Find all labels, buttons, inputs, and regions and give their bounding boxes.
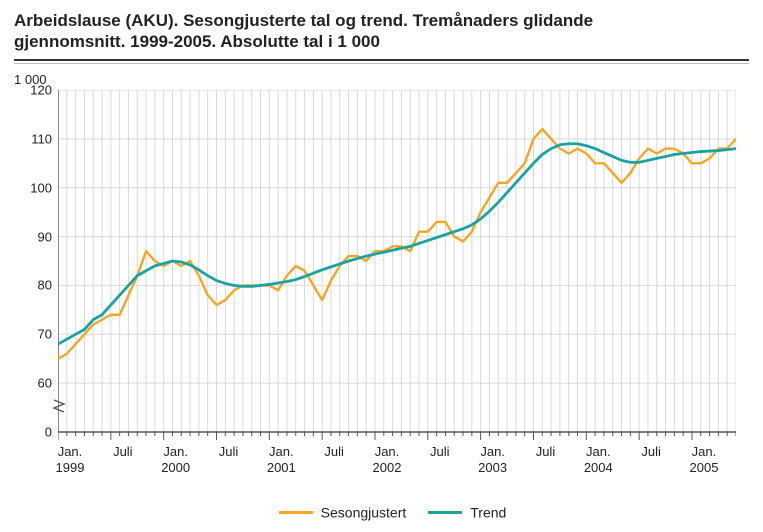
title-rule [14,59,749,61]
y-tick-label: 110 [18,131,52,146]
x-tick-label: Juli [626,444,676,460]
legend-swatch [428,511,462,514]
series-trend [58,144,736,344]
x-tick-label: Jan.2004 [573,444,623,475]
x-tick-label: Jan.1999 [45,444,95,475]
y-tick-label: 0 [18,425,52,440]
y-tick-label: 120 [18,83,52,98]
x-tick-label: Juli [520,444,570,460]
x-tick-label: Juli [98,444,148,460]
legend-swatch [279,511,313,514]
legend-label: Trend [470,504,506,520]
x-tick-label: Jan.2002 [362,444,412,475]
title-line1: Arbeidslause (AKU). Sesongjusterte tal o… [14,11,593,30]
x-tick-label: Jan.2000 [151,444,201,475]
axis-break [52,398,66,414]
x-tick-label: Jan.2005 [679,444,729,475]
x-tick-label: Juli [415,444,465,460]
y-tick-label: 90 [18,229,52,244]
y-tick-label: 80 [18,278,52,293]
legend-label: Sesongjustert [321,504,407,520]
legend: Sesongjustert Trend [0,503,763,520]
x-tick-label: Jan.2003 [468,444,518,475]
title-rule-light [14,63,749,64]
title-line2: gjennomsnitt. 1999-2005. Absolutte tal i… [14,32,380,51]
y-tick-label: 60 [18,376,52,391]
y-tick-label: 70 [18,327,52,342]
x-tick-label: Juli [309,444,359,460]
chart-title: Arbeidslause (AKU). Sesongjusterte tal o… [0,0,763,59]
y-tick-label: 100 [18,180,52,195]
plot-area [58,90,736,432]
x-tick-label: Juli [203,444,253,460]
x-tick-label: Jan.2001 [256,444,306,475]
